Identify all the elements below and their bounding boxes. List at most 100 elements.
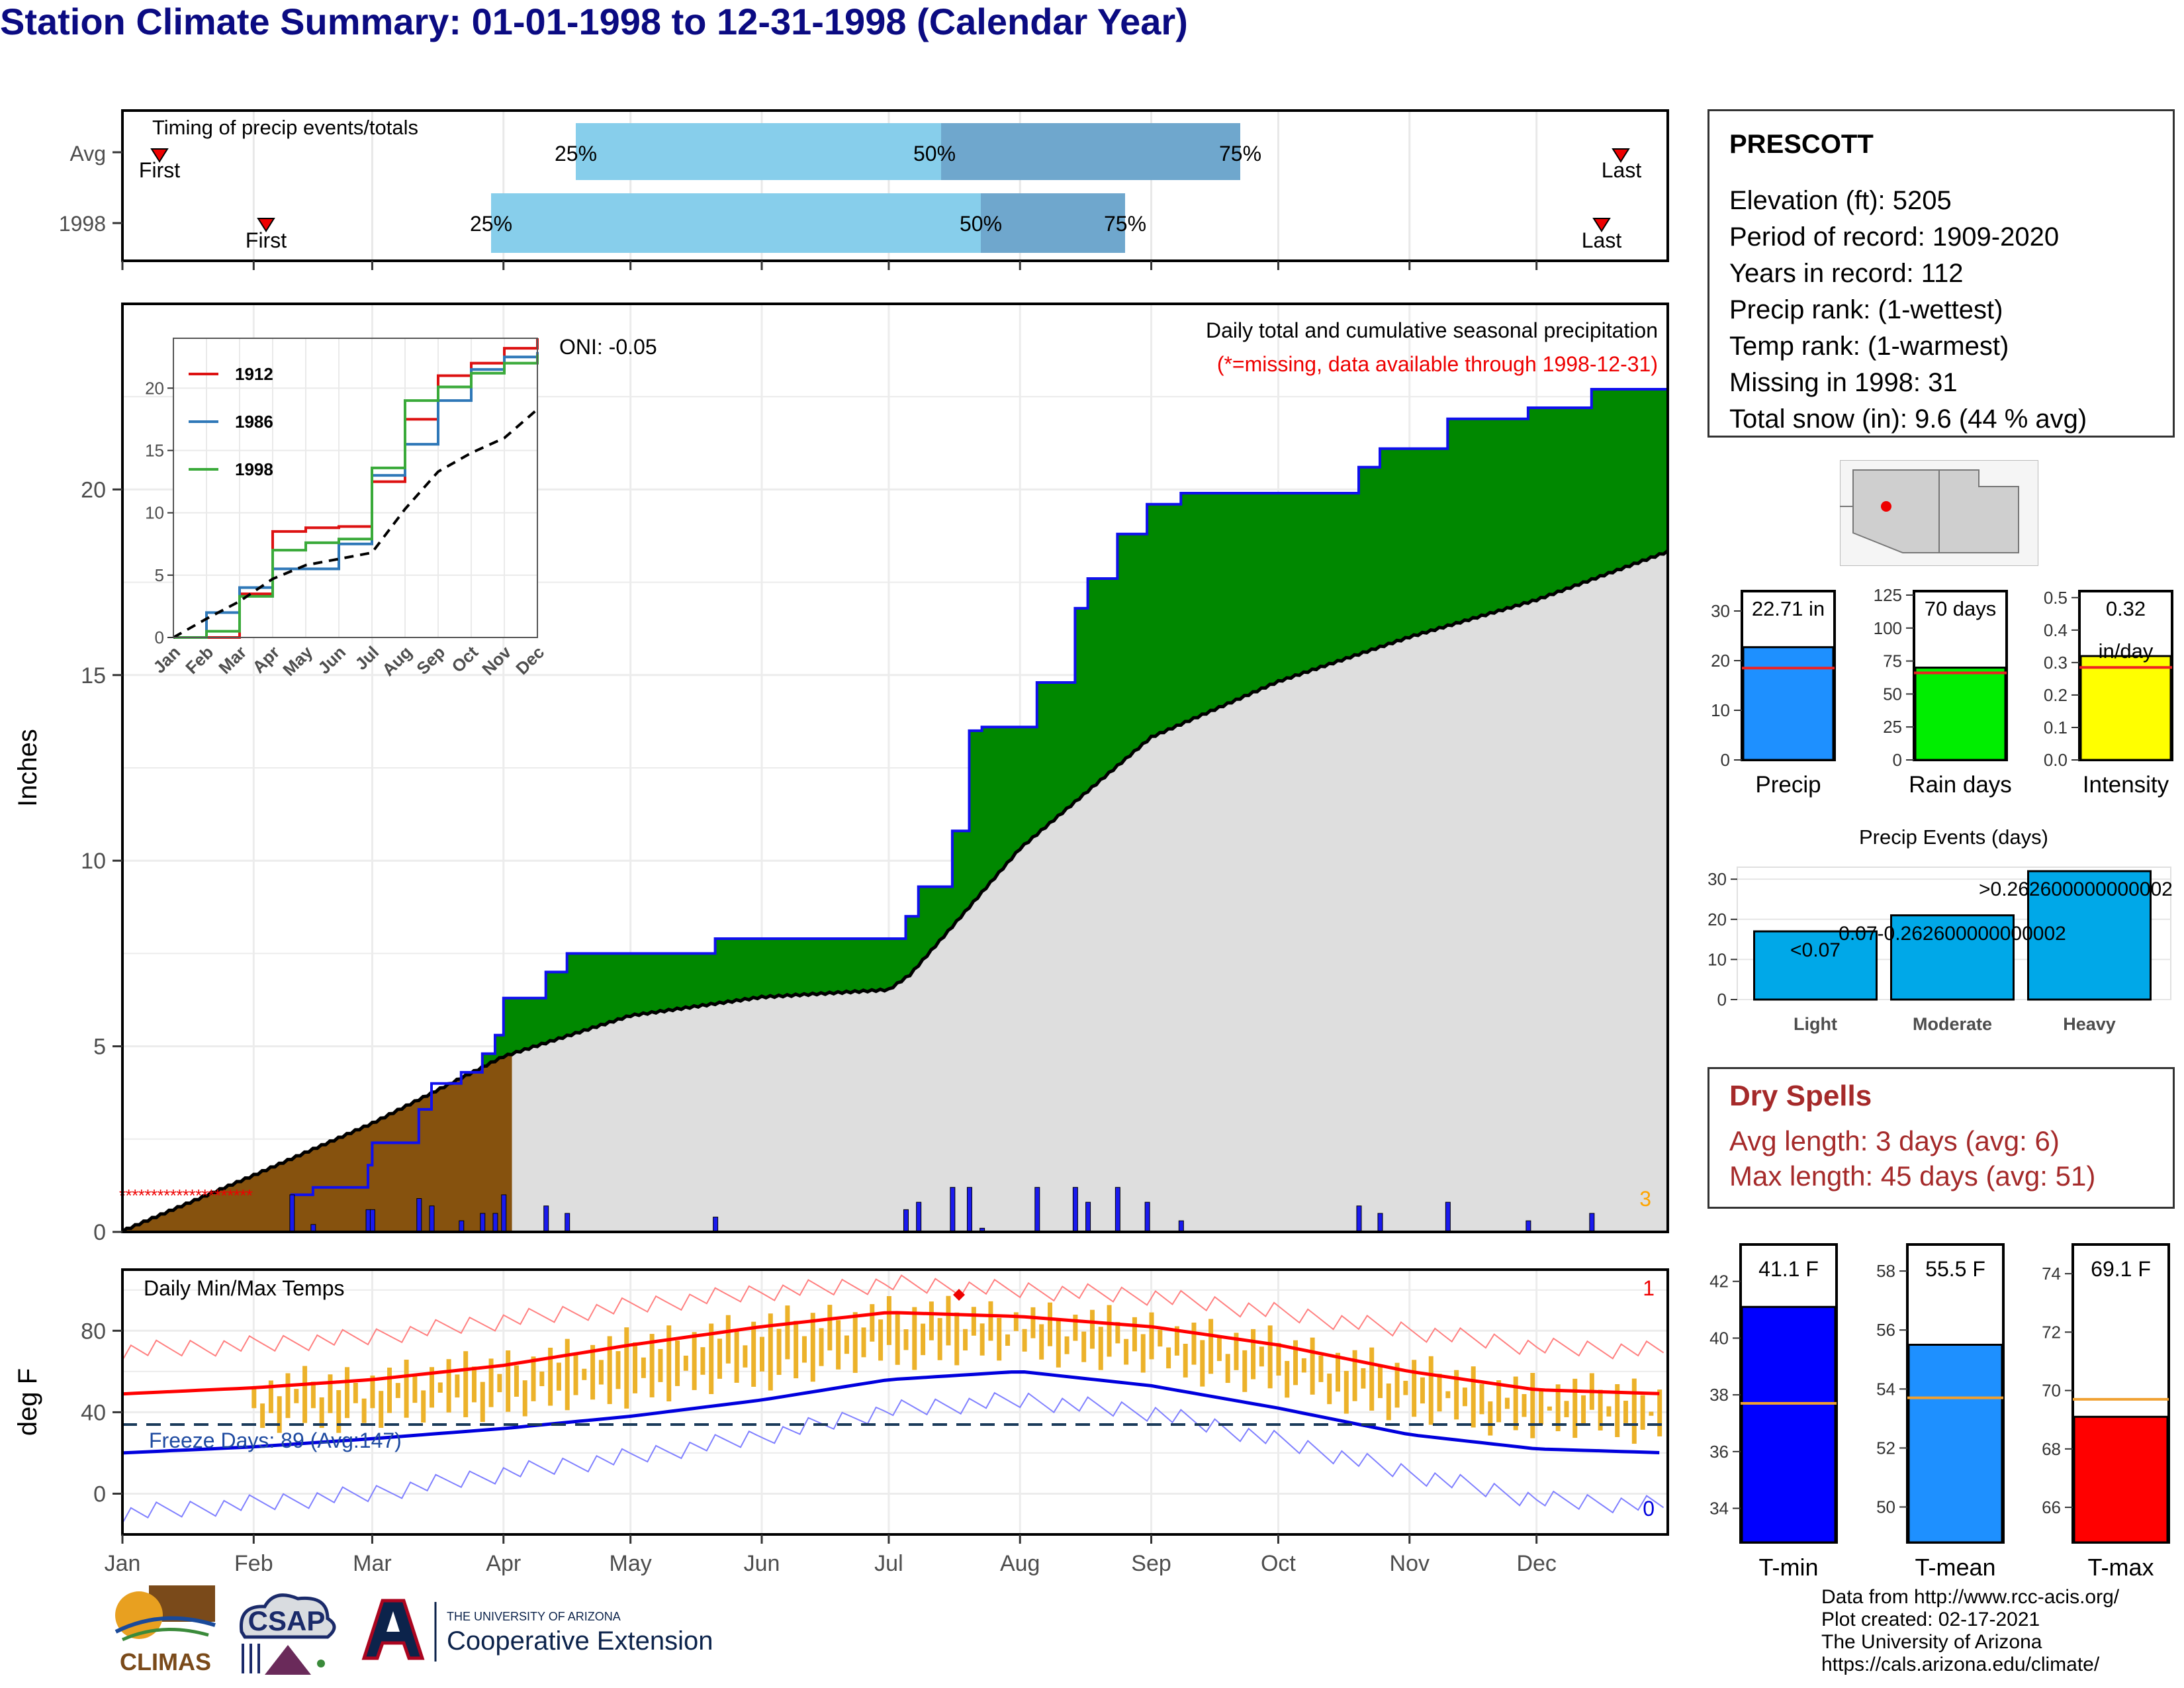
daily-temp-bar [497, 1374, 502, 1393]
daily-temp-bar [937, 1318, 942, 1360]
pct-1998-25: 25% [470, 212, 512, 236]
daily-temp-bar [1039, 1324, 1044, 1360]
last-marker-1998 [1592, 218, 1611, 232]
daily-temp-bar [1504, 1397, 1510, 1409]
daily-temp-bar [903, 1329, 909, 1350]
daily-precip-bar [1034, 1187, 1040, 1233]
first-label-1998: First [246, 228, 287, 252]
intensity-tick: 0.0 [2044, 750, 2068, 770]
daily-temp-bar [1089, 1309, 1095, 1349]
daily-temp-bar [649, 1334, 655, 1397]
daily-temp-bar [666, 1325, 672, 1402]
daily-temp-bar [878, 1319, 884, 1361]
month-label: Nov [1390, 1551, 1430, 1576]
daily-temp-bar [463, 1351, 469, 1417]
university-small-text: THE UNIVERSITY OF ARIZONA [447, 1610, 621, 1623]
credit-line: Data from http://www.rcc-acis.org/ [1821, 1586, 2120, 1608]
missing-marker: * [170, 1186, 177, 1205]
pct-1998-50: 50% [960, 212, 1002, 236]
daily-precip-bar [289, 1194, 295, 1233]
last-marker-avg [1612, 148, 1630, 163]
daily-temp-bar [997, 1317, 1002, 1361]
dry-spells-title: Dry Spells [1729, 1080, 1872, 1112]
daily-temp-bar [946, 1295, 951, 1346]
precip-summary-bars: 0 10 20 30 22.71 in Precip 0 25 50 75 100 125 70 day… [1711, 585, 2173, 798]
daily-temp-bar [421, 1390, 426, 1423]
avg-max-line [122, 1311, 1660, 1396]
credit-line: Plot created: 02-17-2021 [1821, 1609, 2040, 1630]
daily-temp-bar [1098, 1327, 1103, 1370]
daily-temp-bar [1581, 1395, 1586, 1424]
tmin-tick: 40 [1709, 1328, 1729, 1348]
tmean-value: 55.5 F [1925, 1257, 1985, 1281]
temp-y-tick: 0 [93, 1481, 106, 1507]
timing-bar-avg-late [941, 123, 1240, 180]
daily-temp-bar [522, 1380, 527, 1417]
daily-precip-bar [501, 1194, 507, 1233]
inset-avg-line [173, 408, 539, 639]
daily-temp-bar [929, 1301, 934, 1340]
daily-temp-bar [963, 1329, 968, 1351]
inset-x-tick: Jul [351, 642, 383, 674]
daily-temp-bar [1327, 1374, 1332, 1405]
daily-temp-bar [1208, 1319, 1214, 1374]
daily-temp-bar [988, 1301, 993, 1341]
station-line: Temp rank: (1-warmest) [1729, 332, 2009, 361]
precip-tick: 10 [1711, 700, 1730, 720]
daily-temp-bar [1132, 1317, 1137, 1352]
events-bar-heavy [2027, 870, 2152, 1001]
daily-temp-bar [480, 1382, 485, 1423]
intensity-tick: 0.2 [2044, 685, 2068, 705]
daily-temp-bar [310, 1382, 316, 1409]
daily-temp-bar [1234, 1333, 1239, 1370]
inset-y-tick: 15 [145, 441, 164, 461]
daily-temp-bar [1369, 1347, 1375, 1411]
missing-marker: * [151, 1186, 158, 1205]
tmean-bar [1907, 1343, 2003, 1544]
daily-temp-bar [743, 1345, 748, 1368]
dry-spells-box: Dry Spells Avg length: 3 days (avg: 6) M… [1707, 1067, 2175, 1209]
daily-temp-bar [1149, 1312, 1154, 1360]
missing-marker: * [163, 1186, 170, 1205]
daily-temp-bar [971, 1307, 976, 1336]
daily-temp-bar [1471, 1366, 1476, 1428]
csap-text: CSAP [248, 1605, 326, 1636]
daily-temp-bar [709, 1323, 714, 1394]
rain_days-tick: 75 [1883, 651, 1902, 671]
pct-avg-75: 75% [1219, 142, 1261, 165]
tmax-tick: 74 [2042, 1264, 2061, 1284]
missing-marker: * [144, 1186, 151, 1205]
timing-panel: Timing of precip events/totals Avg 1998 … [59, 109, 1669, 270]
daily-temp-bar [1158, 1330, 1163, 1347]
tmean-tick: 50 [1876, 1497, 1895, 1517]
events-tick: 10 [1707, 949, 1727, 969]
events-tick: 0 [1717, 990, 1727, 1009]
daily-precip-bar [1085, 1201, 1091, 1233]
daily-temp-bar [1251, 1329, 1256, 1380]
daily-temp-bar [1336, 1352, 1341, 1392]
tmax-bar [2073, 1415, 2169, 1544]
daily-temp-bar [852, 1312, 858, 1373]
missing-note: (*=missing, data available through 1998-… [1217, 352, 1658, 376]
daily-temp-bar [1200, 1340, 1205, 1387]
intensity-value: 0.32 [2106, 597, 2146, 620]
month-label: Mar [353, 1551, 392, 1576]
daily-temp-bar [801, 1336, 807, 1363]
climas-logo: CLIMAS [114, 1585, 216, 1675]
station-line: Years in record: 112 [1729, 259, 1964, 288]
daily-temp-bar [1598, 1389, 1603, 1430]
daily-temp-bar [260, 1403, 265, 1429]
daily-temp-bar [844, 1335, 849, 1354]
credits: Data from http://www.rcc-acis.org/ Plot … [1821, 1586, 2119, 1676]
legend-label: 1986 [235, 412, 273, 432]
daily-temp-bar [556, 1362, 561, 1391]
events-bar-label: >0.262600000000002 [1979, 878, 2173, 900]
daily-temp-bar [810, 1313, 815, 1382]
missing-marker: * [138, 1186, 145, 1205]
rain_days-tick: 100 [1874, 618, 1902, 638]
daily-temp-bar [1048, 1302, 1052, 1346]
university-big-text: Cooperative Extension [447, 1626, 713, 1656]
daily-temp-bar [268, 1380, 273, 1413]
temp-panel: Daily Min/Max Temps Freeze Days: 89 (Avg… [13, 1268, 1669, 1576]
observed-cumulative-line [290, 388, 1669, 1232]
